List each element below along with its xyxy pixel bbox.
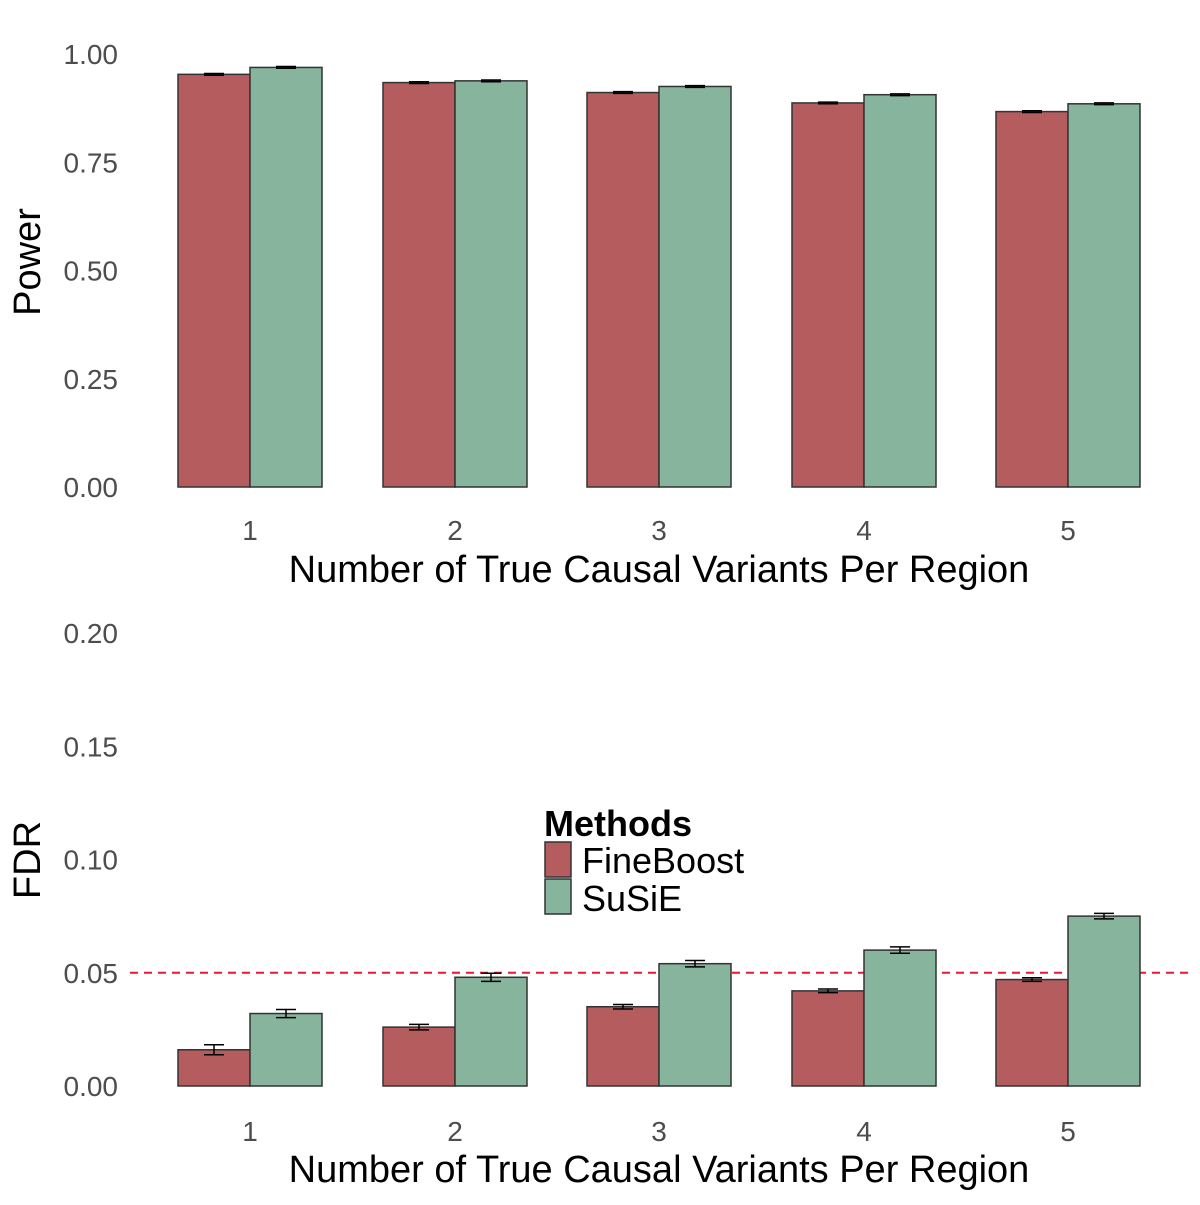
y-tick-label: 0.50 — [64, 256, 119, 287]
bar-fineboost-5 — [995, 978, 1069, 1087]
y-tick-label: 0.75 — [64, 147, 119, 178]
bar-fineboost-2 — [382, 81, 456, 488]
bar-fineboost-1 — [177, 73, 251, 488]
legend-label-susie: SuSiE — [582, 878, 682, 919]
bar-susie-1 — [249, 66, 323, 488]
bar-fineboost-3 — [586, 91, 660, 488]
legend: Methods FineBoost SuSiE — [544, 803, 744, 919]
x-axis-title: Number of True Causal Variants Per Regio… — [289, 1149, 1030, 1191]
bar-susie-3 — [658, 85, 732, 488]
x-tick-label: 4 — [856, 1116, 872, 1147]
y-tick-label: 0.10 — [64, 845, 119, 876]
y-tick-label: 0.25 — [64, 364, 119, 395]
y-axis-title: FDR — [7, 821, 49, 899]
y-axis-title: Power — [7, 208, 49, 316]
bar-fineboost-2 — [382, 1026, 456, 1087]
bar-susie-4 — [863, 949, 937, 1087]
bar-susie-1 — [249, 1012, 323, 1087]
legend-swatch-fineboost — [544, 841, 572, 878]
bar-susie-3 — [658, 962, 732, 1087]
power-panel: 0.00 0.25 0.50 0.75 1.00 Power 1 2 3 4 5 Number of … — [7, 39, 1141, 591]
x-tick-label: 5 — [1060, 1116, 1076, 1147]
y-tick-label: 1.00 — [64, 39, 119, 70]
y-tick-label: 0.00 — [64, 472, 119, 503]
legend-swatch-susie — [544, 878, 572, 915]
legend-label-fineboost: FineBoost — [582, 840, 744, 881]
legend-title: Methods — [544, 803, 692, 844]
bar-fineboost-4 — [791, 102, 865, 488]
bar-susie-5 — [1067, 103, 1141, 488]
bar-fineboost-3 — [586, 1005, 660, 1087]
y-tick-label: 0.05 — [64, 958, 119, 989]
y-tick-label: 0.20 — [64, 618, 119, 649]
bar-fineboost-4 — [791, 990, 865, 1087]
bar-fineboost-5 — [995, 110, 1069, 488]
x-axis-title: Number of True Causal Variants Per Regio… — [289, 549, 1030, 591]
x-tick-label: 4 — [856, 515, 872, 546]
x-tick-label: 1 — [242, 515, 258, 546]
x-tick-label: 3 — [651, 1116, 667, 1147]
bar-susie-5 — [1067, 915, 1141, 1087]
bar-susie-2 — [454, 80, 528, 488]
x-tick-label: 5 — [1060, 515, 1076, 546]
bar-susie-4 — [863, 93, 937, 488]
bar-susie-2 — [454, 976, 528, 1087]
x-tick-label: 2 — [447, 515, 463, 546]
x-tick-label: 2 — [447, 1116, 463, 1147]
fdr-panel: 0.00 0.05 0.10 0.15 0.20 FDR 1 2 3 4 5 Number of Tr… — [7, 618, 1190, 1191]
y-tick-label: 0.15 — [64, 731, 119, 762]
x-tick-label: 1 — [242, 1116, 258, 1147]
x-tick-label: 3 — [651, 515, 667, 546]
y-tick-label: 0.00 — [64, 1071, 119, 1102]
